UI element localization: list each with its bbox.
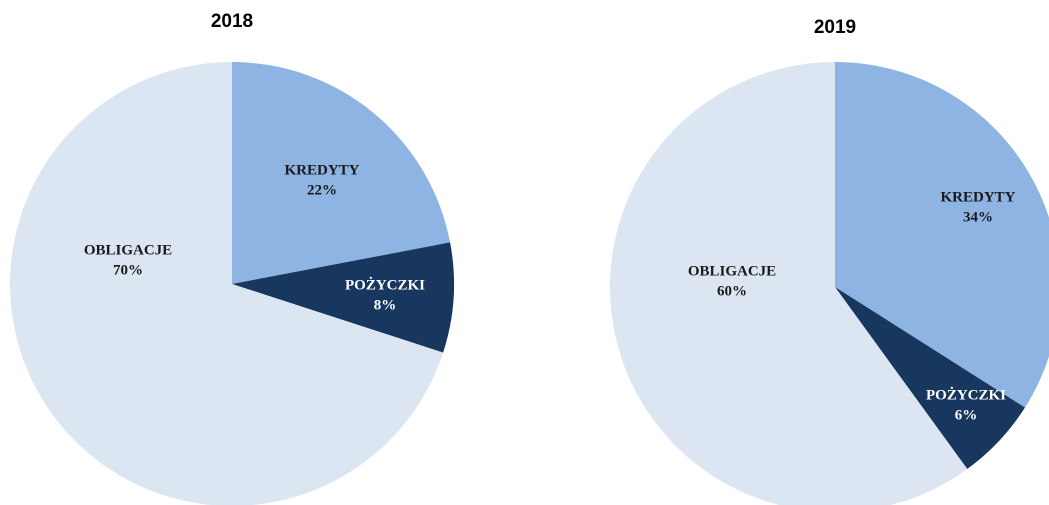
slice-category-label: POŻYCZKI xyxy=(345,276,425,293)
slice-value-label: 6% xyxy=(955,407,978,423)
slice-value-label: 22% xyxy=(307,182,337,198)
pie-slice xyxy=(610,62,968,505)
slice-value-label: 8% xyxy=(374,297,397,313)
slice-category-label: KREDYTY xyxy=(284,162,359,178)
slice-category-label: KREDYTY xyxy=(940,189,1015,205)
chart-title: 2018 xyxy=(211,11,253,32)
pie-slice xyxy=(10,62,444,505)
chart-title: 2019 xyxy=(814,17,856,38)
pie-slice xyxy=(232,62,451,284)
pie-slice xyxy=(232,242,454,353)
slice-category-label: POŻYCZKI xyxy=(926,386,1006,403)
slice-category-label: OBLIGACJE xyxy=(84,242,172,258)
slice-category-label: OBLIGACJE xyxy=(688,263,776,279)
slice-value-label: 34% xyxy=(963,209,993,225)
pie-slice xyxy=(835,62,1049,408)
slice-value-label: 70% xyxy=(113,262,143,278)
slice-value-label: 60% xyxy=(717,283,747,299)
pie-slice xyxy=(835,287,1025,470)
